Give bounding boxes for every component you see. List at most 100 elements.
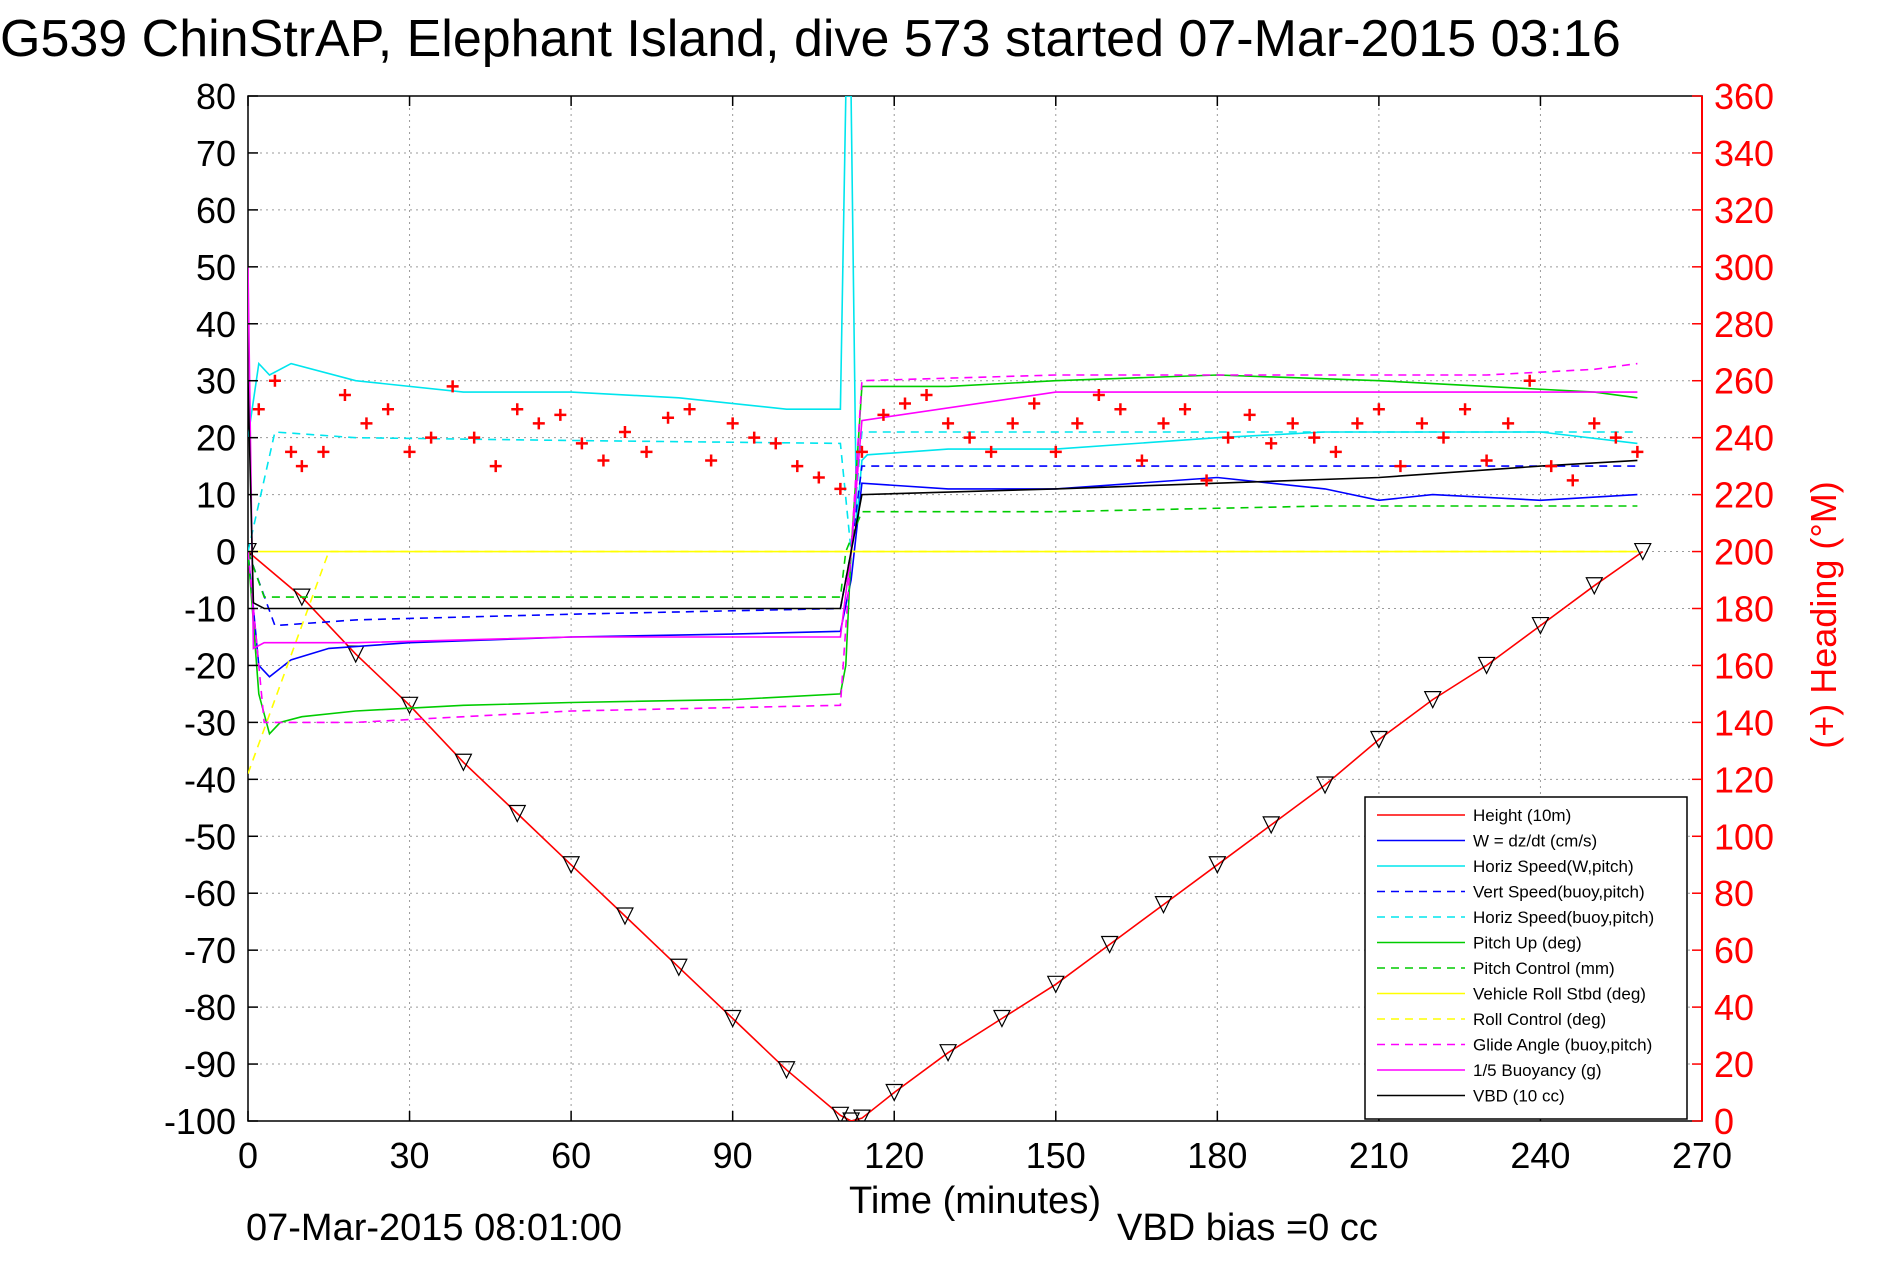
heading-point [403,445,416,458]
right-tick-label: 200 [1714,532,1774,573]
legend-label: W = dz/dt (cm/s) [1473,832,1597,851]
y-tick-label: -90 [184,1044,236,1085]
right-tick-label: 140 [1714,702,1774,743]
y-tick-label: -80 [184,987,236,1028]
x-tick-label: 150 [1026,1135,1086,1176]
legend-label: Horiz Speed(buoy,pitch) [1473,908,1654,927]
heading-point [1006,417,1019,430]
x-tick-label: 60 [551,1135,591,1176]
heading-point [1545,460,1558,473]
heading-point [726,417,739,430]
height-marker [1262,816,1281,835]
legend-label: Pitch Control (mm) [1473,959,1615,978]
height-marker [777,1061,796,1080]
heading-point [285,445,298,458]
legend-label: VBD (10 cc) [1473,1087,1565,1106]
heading-point [295,460,308,473]
series-line-8 [248,550,1638,774]
heading-point [1502,417,1515,430]
heading-point [1071,417,1084,430]
y-tick-label: -60 [184,873,236,914]
heading-point [1566,474,1579,487]
y-tick-label: -100 [164,1101,236,1142]
y-tick-label: -20 [184,645,236,686]
heading-point [1308,431,1321,444]
y-tick-label: -10 [184,589,236,630]
series-line-9 [248,362,1638,724]
height-marker [1208,856,1227,875]
heading-point [942,417,955,430]
heading-point [683,403,696,416]
x-tick-label: 240 [1510,1135,1570,1176]
height-marker [885,1083,904,1102]
series-line-1 [248,476,1638,678]
height-marker [400,696,419,715]
legend-label: Horiz Speed(W,pitch) [1473,857,1634,876]
height-marker [992,1009,1011,1028]
heading-point [662,411,675,424]
height-marker [454,753,473,772]
heading-point [1523,374,1536,387]
heading-point [268,374,281,387]
heading-point [985,445,998,458]
heading-point [1286,417,1299,430]
legend-label: Height (10m) [1473,806,1571,825]
series-line-3 [248,465,1638,627]
heading-point [1028,397,1041,410]
x-tick-label: 270 [1672,1135,1732,1176]
heading-point [877,408,890,421]
heading-point [1049,445,1062,458]
heading-point [705,454,718,467]
height-marker [1585,577,1604,596]
y-tick-label: -30 [184,702,236,743]
y-tick-label: 30 [196,361,236,402]
heading-point [1265,437,1278,450]
heading-point [920,388,933,401]
height-marker [1100,935,1119,954]
height-marker [1423,691,1442,709]
legend-label: 1/5 Buoyancy (g) [1473,1061,1602,1080]
heading-point [554,408,567,421]
heading-point [468,431,481,444]
y-tick-label: 40 [196,304,236,345]
heading-point [1480,454,1493,467]
legend-label: Vehicle Roll Stbd (deg) [1473,985,1646,1004]
heading-point [1114,403,1127,416]
heading-point [1394,460,1407,473]
x-tick-label: 30 [390,1135,430,1176]
height-marker [615,907,634,926]
heading-point [812,471,825,484]
series-group [248,96,1652,1121]
heading-point [791,460,804,473]
legend-label: Glide Angle (buoy,pitch) [1473,1036,1652,1055]
heading-point [338,388,351,401]
x-tick-label: 180 [1187,1135,1247,1176]
footer-vbd-bias: VBD bias =0 cc [1117,1207,1378,1249]
right-tick-label: 60 [1714,930,1754,971]
heading-point [317,445,330,458]
heading-point [1609,431,1622,444]
legend-label: Vert Speed(buoy,pitch) [1473,883,1645,902]
right-tick-label: 180 [1714,589,1774,630]
series-line-2 [248,96,1638,524]
heading-point [1351,417,1364,430]
right-tick-label: 40 [1714,987,1754,1028]
height-marker [1154,896,1173,914]
y-tick-label: -40 [184,759,236,800]
height-marker [1477,656,1496,675]
x-tick-label: 0 [238,1135,258,1176]
heading-point [1243,408,1256,421]
heading-point [360,417,373,430]
right-tick-label: 280 [1714,304,1774,345]
heading-point [489,460,502,473]
legend-label: Roll Control (deg) [1473,1010,1606,1029]
heading-point [1588,417,1601,430]
y-tick-label: 50 [196,247,236,288]
heading-point [1329,445,1342,458]
heading-point [446,380,459,393]
legend-box [1364,796,1688,1120]
heading-point [1415,417,1428,430]
y-tick-label: -70 [184,930,236,971]
series-line-0 [248,550,1644,1121]
right-tick-label: 320 [1714,190,1774,231]
